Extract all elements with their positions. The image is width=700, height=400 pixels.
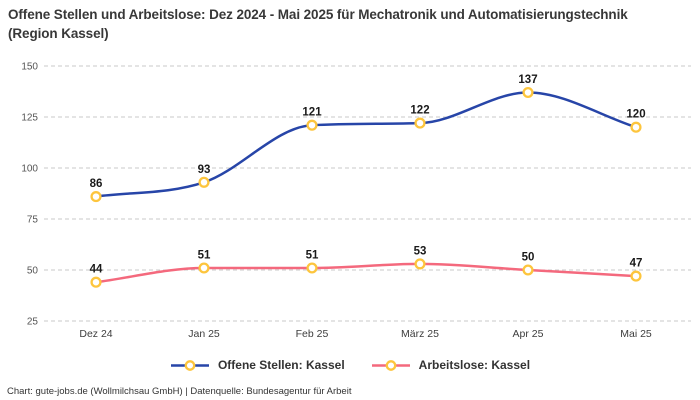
data-point-marker xyxy=(414,117,426,129)
x-tick-label: März 25 xyxy=(401,328,439,340)
y-tick-label: 25 xyxy=(27,317,39,328)
x-tick-label: Jan 25 xyxy=(188,328,220,340)
data-point-label: 137 xyxy=(518,74,537,86)
y-tick-label: 100 xyxy=(21,164,38,175)
data-point-marker xyxy=(306,262,318,274)
x-tick-label: Dez 24 xyxy=(79,328,112,340)
footer-credit: Chart: gute-jobs.de (Wollmilchsau GmbH) … xyxy=(7,386,352,397)
chart-legend: Offene Stellen: Kassel Arbeitslose: Kasse… xyxy=(0,358,700,372)
data-point-label: 51 xyxy=(306,250,319,262)
data-point-label: 122 xyxy=(410,105,429,117)
data-point-label: 51 xyxy=(198,250,211,262)
series-line-arbeitslose xyxy=(94,262,638,284)
data-point-marker xyxy=(198,176,210,188)
data-point-label: 47 xyxy=(630,258,643,270)
data-point-marker xyxy=(306,119,318,131)
page-title: Offene Stellen und Arbeitslose: Dez 2024… xyxy=(8,7,628,41)
data-point-label: 120 xyxy=(626,109,645,121)
data-point-marker xyxy=(630,121,642,133)
x-tick-label: Apr 25 xyxy=(513,328,544,340)
y-tick-label: 150 xyxy=(21,62,38,73)
data-point-marker xyxy=(198,262,210,274)
legend-line-marker-icon xyxy=(371,359,410,371)
data-point-marker xyxy=(522,264,534,276)
data-point-marker xyxy=(90,191,102,203)
legend-item: Offene Stellen: Kassel xyxy=(170,358,345,372)
data-point-label: 44 xyxy=(90,264,103,276)
legend-line-marker-icon xyxy=(170,359,209,371)
y-tick-label: 50 xyxy=(27,266,39,277)
data-point-label: 50 xyxy=(522,252,535,264)
y-tick-label: 125 xyxy=(21,113,38,124)
data-point-label: 86 xyxy=(90,178,103,190)
y-tick-label: 75 xyxy=(27,215,39,226)
data-point-label: 53 xyxy=(414,245,427,257)
x-tick-label: Feb 25 xyxy=(296,328,329,340)
series-line-offene-stellen xyxy=(94,91,638,198)
legend-item-label: Arbeitslose: Kassel xyxy=(418,358,531,372)
data-point-marker xyxy=(414,258,426,270)
data-point-marker xyxy=(90,276,102,288)
data-point-marker xyxy=(630,270,642,282)
legend-item: Arbeitslose: Kassel xyxy=(371,358,530,372)
x-tick-label: Mai 25 xyxy=(620,328,652,340)
data-point-marker xyxy=(522,86,534,99)
legend-item-label: Offene Stellen: Kassel xyxy=(217,358,345,372)
data-point-label: 93 xyxy=(198,164,211,176)
line-chart: 25 50 75 100 125 150 Dez 24 Jan 25 Feb 25 März 25… xyxy=(21,62,691,340)
data-point-label: 121 xyxy=(302,107,322,119)
